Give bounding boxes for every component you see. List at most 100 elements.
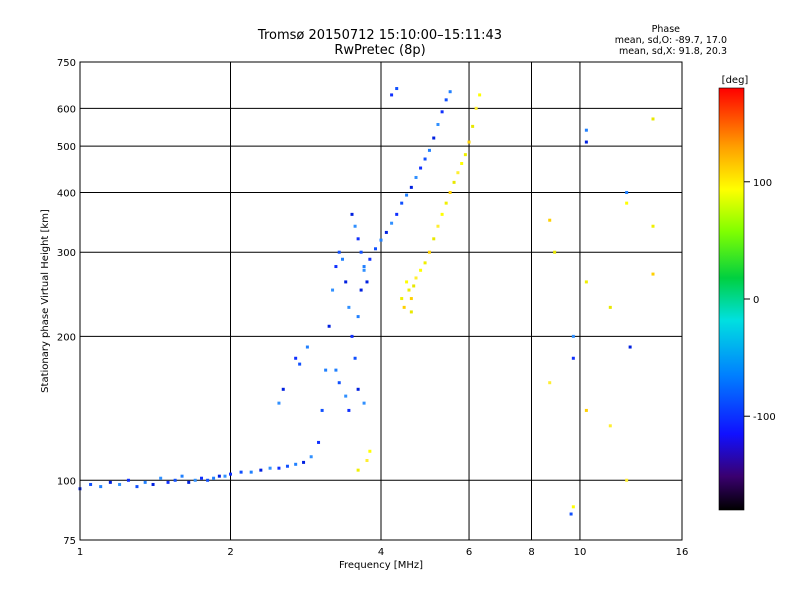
data-point-x: [423, 261, 427, 265]
data-point-o: [298, 362, 302, 366]
data-point-x: [608, 424, 612, 428]
data-point-o: [571, 356, 575, 360]
y-tick-label: 600: [57, 104, 76, 115]
data-point-o: [374, 247, 378, 251]
data-point-o: [334, 265, 338, 269]
data-point-o: [432, 136, 436, 140]
data-point-o: [356, 237, 360, 241]
chart-title: Tromsø 20150712 15:10:00–15:11:43: [257, 28, 503, 43]
data-point-x: [412, 284, 416, 288]
data-point-x: [444, 201, 448, 205]
data-point-o: [419, 166, 423, 170]
data-point-o: [350, 334, 354, 338]
data-point-o: [353, 356, 357, 360]
data-point-o: [151, 482, 155, 486]
data-point-x: [478, 93, 482, 97]
data-point-o: [625, 190, 629, 194]
data-point-x: [452, 180, 456, 184]
data-point-x: [625, 478, 629, 482]
data-point-o: [353, 224, 357, 228]
data-point-x: [584, 408, 588, 412]
data-point-o: [440, 110, 444, 114]
data-point-x: [432, 237, 436, 241]
colorbar-tick-label: 0: [753, 295, 759, 306]
data-point-o: [390, 221, 394, 225]
data-point-o: [277, 401, 281, 405]
data-point-x: [409, 297, 413, 301]
data-point-o: [99, 485, 103, 489]
data-point-o: [571, 334, 575, 338]
data-point-o: [344, 280, 348, 284]
y-tick-label: 200: [57, 332, 76, 343]
data-point-x: [548, 381, 552, 385]
data-point-x: [365, 458, 369, 462]
colorbar-label: [deg]: [722, 75, 749, 86]
y-tick-label: 400: [57, 188, 76, 199]
data-point-o: [223, 474, 227, 478]
data-point-o: [206, 478, 210, 482]
data-point-o: [180, 474, 184, 478]
data-point-o: [281, 387, 285, 391]
data-point-o: [365, 280, 369, 284]
data-point-o: [327, 324, 331, 328]
data-point-x: [436, 224, 440, 228]
data-point-o: [305, 345, 309, 349]
data-point-x: [440, 212, 444, 216]
data-point-o: [135, 485, 139, 489]
colorbar-tick-label: 100: [753, 178, 772, 189]
x-tick-label: 16: [676, 547, 689, 558]
data-point-x: [463, 153, 467, 157]
x-axis: 1 2 4 6 8 10 16: [77, 547, 689, 558]
data-point-o: [294, 462, 298, 466]
x-tick-label: 2: [227, 547, 233, 558]
data-point-o: [302, 460, 306, 464]
data-point-x: [427, 250, 431, 254]
data-point-o: [584, 140, 588, 144]
data-point-o: [368, 257, 372, 261]
data-point-o: [395, 87, 399, 91]
data-point-o: [324, 368, 328, 372]
data-point-o: [159, 476, 163, 480]
phase-stat-x: mean, sd,X: 91.8, 20.3: [618, 46, 727, 57]
data-point-x: [405, 280, 409, 284]
colorbar-ticks: -100 0 100: [744, 178, 776, 423]
data-point-x: [409, 310, 413, 314]
data-point-o: [126, 478, 130, 482]
x-axis-label: Frequency [MHz]: [339, 560, 423, 571]
data-point-x: [368, 449, 372, 453]
data-point-o: [108, 480, 112, 484]
chart-subtitle: RwPretec (8p): [334, 43, 426, 58]
data-point-x: [471, 124, 475, 128]
x-tick-label: 4: [378, 547, 384, 558]
data-point-o: [350, 212, 354, 216]
data-point-x: [467, 140, 471, 144]
grid-lines: [80, 62, 682, 540]
data-point-x: [407, 288, 411, 292]
data-point-o: [409, 185, 413, 189]
data-point-o: [427, 148, 431, 152]
data-point-o: [334, 368, 338, 372]
y-tick-label: 100: [57, 476, 76, 487]
data-point-o: [320, 408, 324, 412]
data-point-o: [356, 387, 360, 391]
data-point-x: [402, 305, 406, 309]
data-point-o: [294, 356, 298, 360]
data-point-o: [89, 482, 93, 486]
x-tick-label: 8: [528, 547, 534, 558]
colorbar: [718, 87, 745, 511]
data-point-x: [414, 276, 418, 280]
data-points: [78, 87, 655, 516]
phase-heading: Phase: [651, 24, 680, 35]
data-point-o: [448, 90, 452, 94]
data-point-o: [362, 401, 366, 405]
data-point-o: [337, 250, 341, 254]
data-point-o: [187, 480, 191, 484]
y-axis-label: Stationary phase Virtual Height [km]: [40, 209, 51, 393]
data-point-x: [460, 161, 464, 165]
data-point-o: [584, 128, 588, 132]
data-point-o: [331, 288, 335, 292]
data-point-o: [390, 93, 394, 97]
data-point-o: [317, 440, 321, 444]
data-point-x: [608, 305, 612, 309]
